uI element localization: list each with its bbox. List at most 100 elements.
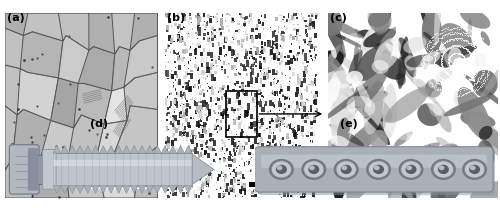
Bar	[312, 21, 314, 29]
Bar	[198, 154, 200, 158]
Point	[486, 62, 494, 65]
Point	[436, 73, 444, 76]
Bar	[231, 49, 234, 56]
Bar	[227, 114, 230, 118]
Bar	[253, 106, 256, 109]
Polygon shape	[74, 83, 112, 128]
Point	[467, 34, 475, 38]
Bar	[310, 41, 312, 42]
Point	[453, 27, 461, 30]
Point	[454, 89, 462, 92]
Point	[456, 45, 464, 48]
Bar	[305, 186, 306, 189]
Point	[485, 52, 493, 55]
Bar	[316, 73, 317, 76]
Point	[460, 64, 468, 68]
Point	[460, 91, 468, 94]
Point	[460, 64, 468, 67]
Bar	[180, 111, 182, 114]
Bar	[210, 138, 214, 142]
Bar	[184, 182, 186, 184]
Point	[457, 66, 465, 70]
Ellipse shape	[374, 38, 401, 71]
Point	[448, 66, 456, 70]
Point	[448, 53, 456, 57]
Point	[474, 66, 482, 70]
Point	[466, 34, 474, 38]
Point	[442, 49, 450, 53]
Bar	[226, 91, 256, 137]
Point	[454, 68, 462, 71]
Bar	[293, 56, 295, 59]
Bar	[285, 188, 288, 194]
Bar	[277, 117, 280, 121]
Polygon shape	[92, 186, 100, 193]
Bar	[220, 158, 222, 161]
Bar	[282, 32, 284, 34]
Point	[444, 46, 452, 49]
Bar	[222, 172, 224, 174]
Bar	[278, 73, 280, 75]
Bar	[292, 179, 294, 180]
Bar	[275, 124, 278, 128]
Point	[462, 72, 470, 76]
Bar	[301, 132, 302, 136]
Point	[454, 37, 462, 40]
Point	[434, 47, 442, 50]
Point	[434, 36, 442, 40]
Point	[466, 50, 474, 54]
Point	[444, 61, 452, 64]
Bar	[294, 169, 296, 173]
Point	[477, 36, 485, 39]
Ellipse shape	[404, 55, 417, 71]
Point	[424, 52, 432, 56]
Bar	[290, 156, 294, 161]
Bar	[250, 20, 254, 25]
Bar	[258, 93, 261, 95]
Bar	[299, 142, 300, 145]
Bar	[240, 9, 242, 15]
Bar	[317, 169, 318, 172]
Bar	[240, 171, 242, 174]
Bar	[204, 150, 205, 152]
Point	[474, 39, 482, 43]
Bar	[226, 8, 229, 15]
Point	[472, 38, 480, 42]
Bar	[198, 132, 200, 134]
Point	[474, 68, 482, 71]
Bar	[258, 176, 260, 177]
Point	[448, 37, 456, 41]
Point	[436, 32, 444, 35]
Bar	[201, 63, 203, 67]
Point	[468, 29, 476, 32]
Bar	[210, 31, 212, 33]
Polygon shape	[104, 87, 130, 124]
Point	[452, 68, 460, 71]
Point	[426, 47, 434, 50]
Bar	[214, 16, 217, 23]
Ellipse shape	[322, 86, 368, 121]
Point	[476, 60, 484, 64]
Point	[452, 26, 460, 30]
Bar	[268, 42, 269, 43]
Bar	[273, 81, 275, 85]
Ellipse shape	[425, 99, 442, 116]
Point	[445, 59, 453, 63]
Point	[479, 37, 487, 40]
Bar	[292, 16, 294, 21]
Bar	[244, 110, 248, 117]
Bar	[231, 193, 232, 194]
Point	[462, 39, 469, 42]
Point	[450, 81, 458, 85]
Point	[455, 43, 463, 47]
Bar	[209, 112, 211, 114]
Bar	[201, 184, 204, 186]
Ellipse shape	[330, 124, 364, 147]
Bar	[234, 73, 236, 76]
Point	[454, 74, 462, 78]
Bar	[302, 167, 304, 173]
Bar	[311, 154, 312, 155]
Point	[445, 28, 453, 31]
Bar	[186, 132, 189, 137]
Point	[437, 75, 445, 79]
